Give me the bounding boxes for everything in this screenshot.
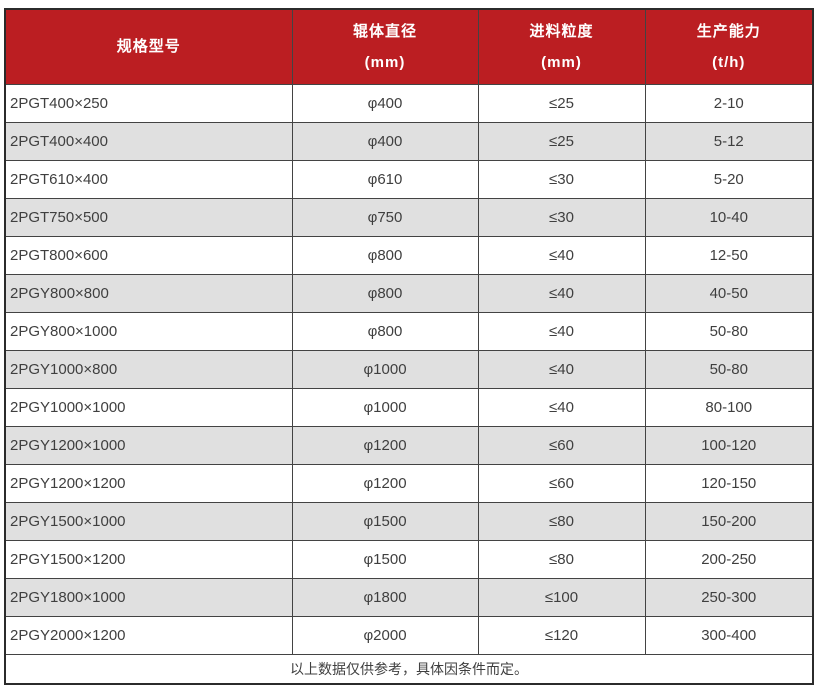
cell-roller-diameter: φ1500 — [291, 502, 479, 541]
cell-model: 2PGT610×400 — [4, 160, 293, 199]
cell-capacity: 250-300 — [644, 578, 814, 617]
cell-roller-diameter: φ400 — [291, 122, 479, 161]
cell-capacity: 50-80 — [644, 350, 814, 389]
table-row: 2PGT610×400 φ610 ≤30 5-20 — [4, 160, 814, 199]
cell-model: 2PGT800×600 — [4, 236, 293, 275]
cell-capacity: 300-400 — [644, 616, 814, 655]
cell-model: 2PGT400×400 — [4, 122, 293, 161]
cell-roller-diameter: φ800 — [291, 274, 479, 313]
table-row: 2PGY1500×1000 φ1500 ≤80 150-200 — [4, 502, 814, 541]
cell-model: 2PGY1000×1000 — [4, 388, 293, 427]
cell-roller-diameter: φ1500 — [291, 540, 479, 579]
cell-feed-size: ≤60 — [477, 426, 646, 465]
table-footnote: 以上数据仅供参考，具体因条件而定。 — [4, 654, 814, 685]
cell-capacity: 12-50 — [644, 236, 814, 275]
table-row: 2PGY800×1000 φ800 ≤40 50-80 — [4, 312, 814, 351]
cell-capacity: 150-200 — [644, 502, 814, 541]
cell-capacity: 100-120 — [644, 426, 814, 465]
cell-feed-size: ≤40 — [477, 312, 646, 351]
spec-table-footer: 以上数据仅供参考，具体因条件而定。 — [4, 654, 814, 685]
table-row: 2PGT800×600 φ800 ≤40 12-50 — [4, 236, 814, 275]
cell-model: 2PGY1200×1200 — [4, 464, 293, 503]
cell-model: 2PGY2000×1200 — [4, 616, 293, 655]
column-title: 规格型号 — [116, 38, 181, 55]
cell-roller-diameter: φ800 — [291, 312, 479, 351]
column-unit: (mm) — [541, 53, 582, 71]
cell-feed-size: ≤60 — [477, 464, 646, 503]
cell-roller-diameter: φ2000 — [291, 616, 479, 655]
cell-model: 2PGY1500×1000 — [4, 502, 293, 541]
table-row: 2PGY1000×800 φ1000 ≤40 50-80 — [4, 350, 814, 389]
table-row: 2PGY800×800 φ800 ≤40 40-50 — [4, 274, 814, 313]
column-title: 进料粒度 — [529, 22, 594, 40]
cell-model: 2PGY1000×800 — [4, 350, 293, 389]
cell-capacity: 40-50 — [644, 274, 814, 313]
spec-table-header: 规格型号 辊体直径 (mm) 进料粒度 (mm) 生产能力 (t/h) — [4, 8, 814, 85]
cell-model: 2PGT400×250 — [4, 84, 293, 123]
cell-roller-diameter: φ1800 — [291, 578, 479, 617]
cell-feed-size: ≤40 — [477, 236, 646, 275]
column-title: 生产能力 — [696, 22, 761, 40]
cell-roller-diameter: φ750 — [291, 198, 479, 237]
cell-capacity: 200-250 — [644, 540, 814, 579]
spec-table-body: 2PGT400×250 φ400 ≤25 2-10 2PGT400×400 φ4… — [4, 84, 814, 655]
table-row: 2PGY1500×1200 φ1500 ≤80 200-250 — [4, 540, 814, 579]
column-unit: (t/h) — [712, 53, 746, 71]
cell-feed-size: ≤25 — [477, 122, 646, 161]
cell-feed-size: ≤30 — [477, 160, 646, 199]
cell-capacity: 120-150 — [644, 464, 814, 503]
cell-capacity: 2-10 — [644, 84, 814, 123]
header-row: 规格型号 辊体直径 (mm) 进料粒度 (mm) 生产能力 (t/h) — [4, 8, 814, 85]
cell-model: 2PGT750×500 — [4, 198, 293, 237]
cell-feed-size: ≤40 — [477, 350, 646, 389]
cell-roller-diameter: φ1200 — [291, 426, 479, 465]
table-row: 2PGY2000×1200 φ2000 ≤120 300-400 — [4, 616, 814, 655]
spec-table: 规格型号 辊体直径 (mm) 进料粒度 (mm) 生产能力 (t/h) 2PGT… — [4, 8, 814, 685]
cell-model: 2PGY1500×1200 — [4, 540, 293, 579]
column-unit: (mm) — [364, 53, 406, 71]
cell-capacity: 50-80 — [644, 312, 814, 351]
column-title: 辊体直径 — [352, 22, 417, 40]
cell-capacity: 10-40 — [644, 198, 814, 237]
column-header-feed-size: 进料粒度 (mm) — [477, 8, 646, 85]
column-header-model: 规格型号 — [4, 8, 293, 85]
cell-model: 2PGY800×1000 — [4, 312, 293, 351]
cell-model: 2PGY1200×1000 — [4, 426, 293, 465]
cell-roller-diameter: φ1000 — [291, 350, 479, 389]
cell-roller-diameter: φ400 — [291, 84, 479, 123]
table-row: 2PGT400×400 φ400 ≤25 5-12 — [4, 122, 814, 161]
cell-feed-size: ≤40 — [477, 274, 646, 313]
cell-roller-diameter: φ800 — [291, 236, 479, 275]
column-header-roller-diameter: 辊体直径 (mm) — [291, 8, 479, 85]
footnote-row: 以上数据仅供参考，具体因条件而定。 — [4, 654, 814, 685]
table-row: 2PGY1000×1000 φ1000 ≤40 80-100 — [4, 388, 814, 427]
table-row: 2PGY1800×1000 φ1800 ≤100 250-300 — [4, 578, 814, 617]
cell-capacity: 80-100 — [644, 388, 814, 427]
cell-feed-size: ≤100 — [477, 578, 646, 617]
cell-roller-diameter: φ610 — [291, 160, 479, 199]
cell-feed-size: ≤40 — [477, 388, 646, 427]
table-row: 2PGY1200×1000 φ1200 ≤60 100-120 — [4, 426, 814, 465]
cell-capacity: 5-20 — [644, 160, 814, 199]
cell-model: 2PGY800×800 — [4, 274, 293, 313]
cell-capacity: 5-12 — [644, 122, 814, 161]
cell-roller-diameter: φ1000 — [291, 388, 479, 427]
table-row: 2PGT750×500 φ750 ≤30 10-40 — [4, 198, 814, 237]
cell-feed-size: ≤80 — [477, 502, 646, 541]
table-row: 2PGY1200×1200 φ1200 ≤60 120-150 — [4, 464, 814, 503]
cell-feed-size: ≤30 — [477, 198, 646, 237]
table-row: 2PGT400×250 φ400 ≤25 2-10 — [4, 84, 814, 123]
cell-feed-size: ≤25 — [477, 84, 646, 123]
cell-model: 2PGY1800×1000 — [4, 578, 293, 617]
cell-feed-size: ≤80 — [477, 540, 646, 579]
column-header-capacity: 生产能力 (t/h) — [644, 8, 814, 85]
cell-feed-size: ≤120 — [477, 616, 646, 655]
cell-roller-diameter: φ1200 — [291, 464, 479, 503]
